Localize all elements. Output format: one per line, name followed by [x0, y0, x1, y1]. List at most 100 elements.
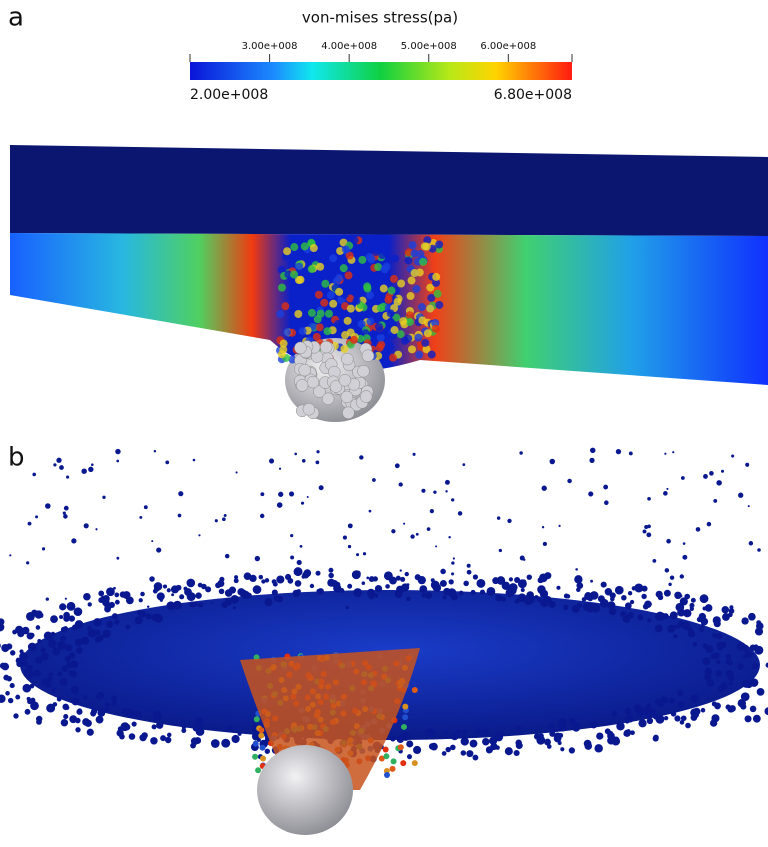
particle	[320, 299, 328, 307]
particle	[316, 263, 324, 271]
particle	[448, 588, 457, 597]
particle	[325, 310, 333, 318]
particle	[345, 283, 353, 291]
particle	[189, 601, 195, 607]
particle	[685, 723, 691, 729]
particle	[403, 523, 405, 525]
particle	[377, 304, 385, 312]
particle	[584, 740, 592, 748]
particle	[679, 594, 682, 597]
particle	[328, 573, 333, 578]
particle	[285, 574, 291, 580]
particle	[320, 341, 332, 353]
particle	[66, 644, 73, 651]
particle	[566, 594, 570, 598]
particle	[109, 602, 115, 608]
colorbar-max-label: 6.80e+008	[494, 87, 572, 103]
particle	[713, 499, 717, 503]
particle	[476, 579, 485, 588]
particle	[42, 547, 45, 550]
particle	[416, 533, 419, 536]
particle	[194, 737, 201, 744]
particle	[115, 600, 120, 605]
particle	[544, 739, 551, 746]
particle	[432, 325, 440, 333]
particle	[748, 505, 750, 507]
particle	[253, 741, 259, 747]
particle	[683, 609, 691, 617]
particle	[372, 478, 376, 482]
particle	[147, 606, 149, 608]
particle	[229, 587, 236, 594]
particle	[705, 604, 713, 612]
particle	[64, 506, 69, 511]
particle	[0, 663, 6, 669]
particle	[628, 591, 632, 595]
particle	[729, 608, 735, 614]
particle	[704, 673, 711, 680]
particle	[538, 733, 544, 739]
particle	[238, 732, 242, 736]
particle	[211, 739, 220, 748]
particle	[404, 257, 412, 265]
particle	[663, 491, 668, 496]
particle	[389, 354, 397, 362]
particle	[590, 448, 595, 453]
particle	[722, 606, 729, 613]
particle	[425, 592, 432, 599]
particle	[647, 497, 651, 501]
particle	[171, 585, 179, 593]
particle	[543, 542, 547, 546]
particle	[151, 614, 158, 621]
particle	[398, 744, 404, 750]
particle	[444, 730, 448, 734]
particle	[419, 258, 427, 266]
particle	[757, 548, 761, 552]
particle	[299, 364, 311, 376]
particle	[462, 463, 465, 466]
particle	[315, 291, 323, 299]
particle	[697, 617, 702, 622]
particle	[93, 618, 102, 627]
particle	[327, 271, 335, 279]
particle	[232, 735, 240, 743]
particle	[682, 555, 687, 560]
particle	[630, 730, 635, 735]
particle	[44, 631, 53, 640]
particle	[750, 706, 757, 713]
particle	[741, 692, 750, 701]
particle	[95, 636, 102, 643]
particle	[638, 719, 646, 727]
particle	[637, 706, 642, 711]
particle	[400, 569, 402, 571]
particle	[421, 489, 425, 493]
particle	[278, 350, 286, 358]
particle	[171, 593, 174, 596]
particle	[278, 492, 283, 497]
particle	[196, 717, 203, 724]
particle	[737, 642, 746, 651]
particle	[297, 560, 302, 565]
particle	[748, 613, 756, 621]
particle	[307, 496, 309, 498]
particle	[144, 505, 148, 509]
particle	[391, 326, 399, 334]
particle	[234, 578, 239, 583]
particle	[701, 708, 706, 713]
particle	[451, 498, 454, 501]
particle	[345, 271, 353, 279]
particle	[71, 538, 76, 543]
particle	[576, 582, 583, 589]
particle	[522, 579, 527, 584]
particle	[106, 621, 113, 628]
particle	[634, 583, 643, 592]
particle	[37, 639, 41, 643]
particle	[749, 541, 754, 546]
particle	[339, 374, 351, 386]
particle	[703, 474, 708, 479]
particle	[587, 596, 589, 598]
particle	[59, 465, 64, 470]
particle	[36, 716, 42, 722]
particle	[486, 748, 492, 754]
particle	[757, 688, 765, 696]
